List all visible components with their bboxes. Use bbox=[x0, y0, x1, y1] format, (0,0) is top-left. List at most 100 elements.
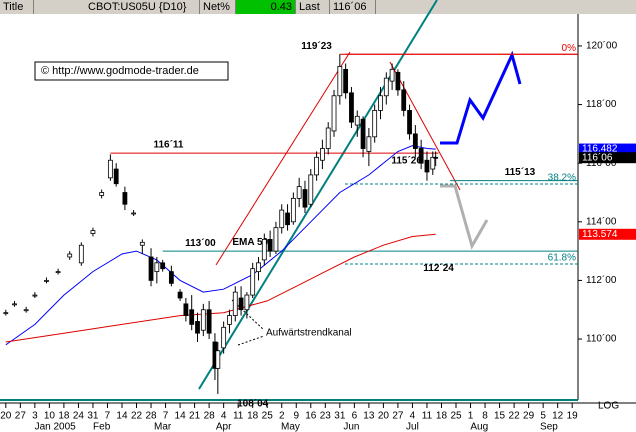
candle-body bbox=[122, 192, 128, 205]
x-tick-label: 27 bbox=[15, 411, 27, 422]
candle-body bbox=[32, 294, 38, 297]
last-label: Last bbox=[296, 0, 330, 14]
candle-body bbox=[90, 230, 96, 234]
channel-line bbox=[215, 51, 351, 266]
candle-body bbox=[267, 238, 273, 252]
x-tick-label: 3 bbox=[32, 411, 38, 422]
candle-body bbox=[418, 148, 424, 164]
x-tick-label: 22 bbox=[131, 411, 143, 422]
last-value: 116´06 bbox=[330, 0, 376, 14]
candle-body bbox=[139, 241, 145, 246]
candle-body bbox=[195, 321, 200, 334]
candle-body bbox=[372, 110, 378, 138]
candle-body bbox=[354, 115, 360, 126]
copyright: © http://www.godmode-trader.de bbox=[41, 65, 199, 77]
candle-body bbox=[183, 303, 189, 316]
candle-body bbox=[401, 89, 407, 111]
candle-body bbox=[424, 159, 430, 173]
x-tick-label: 11 bbox=[422, 411, 433, 422]
x-tick-label: 16 bbox=[305, 411, 317, 422]
x-tick-label: 1 bbox=[468, 411, 474, 422]
fib-label: 0% bbox=[562, 43, 577, 54]
price-marker bbox=[579, 152, 636, 164]
price-marker bbox=[579, 228, 636, 240]
x-tick-label: 20 bbox=[0, 411, 12, 422]
x-tick-label: 18 bbox=[247, 411, 259, 422]
y-tick-label: 112´00 bbox=[586, 274, 617, 286]
candle-body bbox=[215, 350, 221, 369]
month-label: May bbox=[281, 422, 300, 432]
x-tick-label: 10 bbox=[44, 411, 56, 422]
x-tick-label: 5 bbox=[540, 411, 546, 422]
candle-body bbox=[349, 92, 354, 123]
candle-body bbox=[148, 256, 154, 281]
candle-body bbox=[296, 186, 302, 199]
candle-body bbox=[279, 209, 285, 229]
candle-body bbox=[308, 174, 314, 205]
scale-label: LOG bbox=[598, 401, 619, 412]
header-bar: Title CBOT:US05U {D10} Net% 0.43 Last 11… bbox=[0, 0, 636, 14]
candle-body bbox=[160, 262, 166, 270]
candle-body bbox=[337, 66, 343, 97]
price-annotation: 113´00 bbox=[185, 238, 216, 249]
x-tick-label: 14 bbox=[175, 411, 187, 422]
candle-body bbox=[331, 95, 337, 132]
candle-body bbox=[55, 271, 61, 274]
x-tick-label: 13 bbox=[363, 411, 375, 422]
candle-body bbox=[273, 227, 279, 252]
x-tick-label: 15 bbox=[494, 411, 506, 422]
x-tick-label: 7 bbox=[163, 411, 169, 422]
x-tick-label: 24 bbox=[73, 411, 85, 422]
price-annotation: 112´24 bbox=[423, 263, 454, 274]
x-tick-label: 9 bbox=[293, 411, 299, 422]
copyright-box bbox=[34, 61, 229, 81]
y-tick-label: 118´00 bbox=[586, 98, 617, 110]
price-annotation: 108´04 bbox=[237, 399, 269, 410]
forecast-up bbox=[440, 50, 522, 145]
candle-body bbox=[200, 309, 206, 331]
candle-body bbox=[430, 156, 436, 170]
fib-label: 61.8% bbox=[548, 253, 576, 264]
candle-body bbox=[206, 309, 212, 334]
candle-body bbox=[78, 244, 84, 264]
x-tick-label: 18 bbox=[436, 411, 448, 422]
series-label: EMA 50 bbox=[232, 237, 268, 248]
candle-body bbox=[302, 189, 308, 208]
y-tick-label: 114´00 bbox=[586, 215, 617, 227]
candle-body bbox=[107, 159, 113, 179]
x-tick-label: 21 bbox=[189, 411, 201, 422]
net-value: 0.43 bbox=[236, 0, 296, 14]
candle-body bbox=[168, 271, 174, 284]
price-marker-label: 116.482 bbox=[582, 144, 618, 155]
candle-body bbox=[238, 297, 244, 311]
channel-label: Aufwärtstrendkanal bbox=[266, 328, 352, 339]
y-tick-label: 110´00 bbox=[586, 333, 617, 345]
price-marker-label: 116´06 bbox=[582, 151, 613, 163]
symbol: CBOT:US05U {D10} bbox=[85, 0, 200, 14]
month-label: Jan 2005 bbox=[35, 422, 77, 432]
x-tick-label: 12 bbox=[552, 411, 564, 422]
candle-body bbox=[407, 110, 412, 135]
pointer bbox=[231, 299, 265, 331]
moving-average bbox=[5, 233, 436, 343]
candle-body bbox=[389, 68, 395, 82]
moving-average bbox=[5, 145, 436, 346]
month-label: Mar bbox=[154, 422, 172, 432]
price-annotation: 119´23 bbox=[301, 41, 332, 52]
x-tick-label: 23 bbox=[320, 411, 332, 422]
month-label: Aug bbox=[470, 422, 488, 432]
price-annotation: 115´13 bbox=[505, 167, 536, 178]
x-tick-label: 25 bbox=[262, 411, 274, 422]
x-tick-label: 28 bbox=[145, 411, 157, 422]
x-tick-label: 29 bbox=[523, 411, 535, 422]
x-tick-label: 25 bbox=[450, 411, 462, 422]
price-marker bbox=[579, 143, 636, 155]
candle-body bbox=[378, 95, 383, 111]
x-tick-label: 8 bbox=[482, 411, 488, 422]
x-tick-label: 27 bbox=[392, 411, 404, 422]
x-tick-label: 2 bbox=[279, 411, 285, 422]
y-tick-label: 120´00 bbox=[586, 40, 618, 52]
candle-body bbox=[325, 127, 331, 149]
